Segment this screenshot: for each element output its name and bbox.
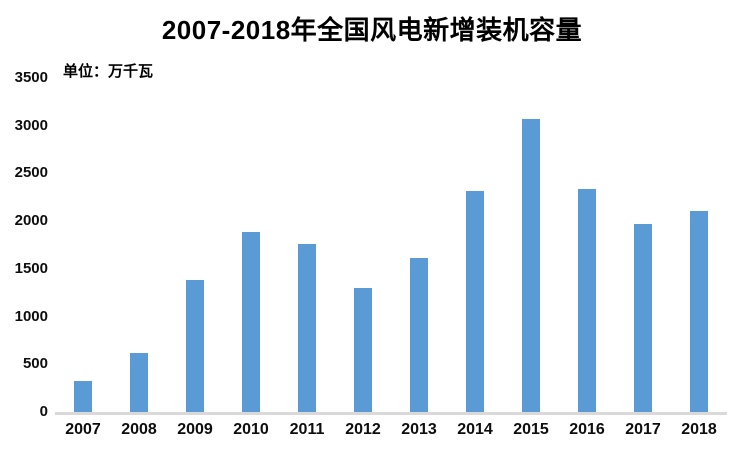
bar-slot-2012: [335, 78, 391, 412]
bar-slot-2009: [167, 78, 223, 412]
bar-2015: [522, 119, 540, 412]
bar-slot-2018: [671, 78, 727, 412]
bar-slot-2011: [279, 78, 335, 412]
bar-2010: [242, 232, 260, 412]
x-tick-label-2011: 2011: [289, 421, 325, 438]
x-tick-label-2012: 2012: [345, 421, 381, 438]
bar-slot-2015: [503, 78, 559, 412]
bar-2009: [186, 280, 204, 412]
x-tick-label-2014: 2014: [457, 421, 493, 438]
bar-2018: [690, 211, 708, 412]
x-tick-label-2009: 2009: [177, 421, 213, 438]
bar-2014: [466, 191, 484, 412]
x-tick-label-2008: 2008: [121, 421, 157, 438]
x-tick-label-2010: 2010: [233, 421, 269, 438]
bar-slot-2016: [559, 78, 615, 412]
x-tick-label-2007: 2007: [65, 421, 101, 438]
unit-label: 单位：万千瓦: [63, 63, 154, 80]
y-tick-label-2500: 2500: [14, 164, 48, 181]
y-tick-label-0: 0: [39, 403, 48, 420]
y-tick-label-1000: 1000: [14, 308, 48, 325]
x-tick-label-2013: 2013: [401, 421, 437, 438]
y-tick-label-1500: 1500: [14, 260, 48, 277]
bar-2016: [578, 189, 596, 412]
bar-2012: [354, 288, 372, 412]
x-tick-label-2018: 2018: [681, 421, 717, 438]
plot-area: [55, 78, 727, 415]
bar-2013: [410, 258, 428, 412]
bar-slot-2008: [111, 78, 167, 412]
bar-slot-2007: [55, 78, 111, 412]
bar-slot-2010: [223, 78, 279, 412]
bar-2017: [634, 224, 652, 412]
x-axis: 2007 2008 2009 2010 2011 2012 2013 2014 2015 2016…: [55, 421, 727, 439]
bar-2007: [74, 381, 92, 412]
chart-title: 2007-2018年全国风电新增装机容量: [161, 15, 583, 45]
y-tick-label-500: 500: [22, 355, 48, 372]
x-tick-label-2016: 2016: [569, 421, 605, 438]
y-tick-label-3000: 3000: [14, 117, 48, 134]
bar-slot-2017: [615, 78, 671, 412]
x-tick-label-2017: 2017: [625, 421, 661, 438]
y-tick-label-2000: 2000: [14, 212, 48, 229]
bar-slot-2013: [391, 78, 447, 412]
bar-2008: [130, 353, 148, 412]
x-tick-label-2015: 2015: [513, 421, 549, 438]
bar-slot-2014: [447, 78, 503, 412]
bar-2011: [298, 244, 316, 412]
y-tick-label-3500: 3500: [14, 69, 48, 86]
